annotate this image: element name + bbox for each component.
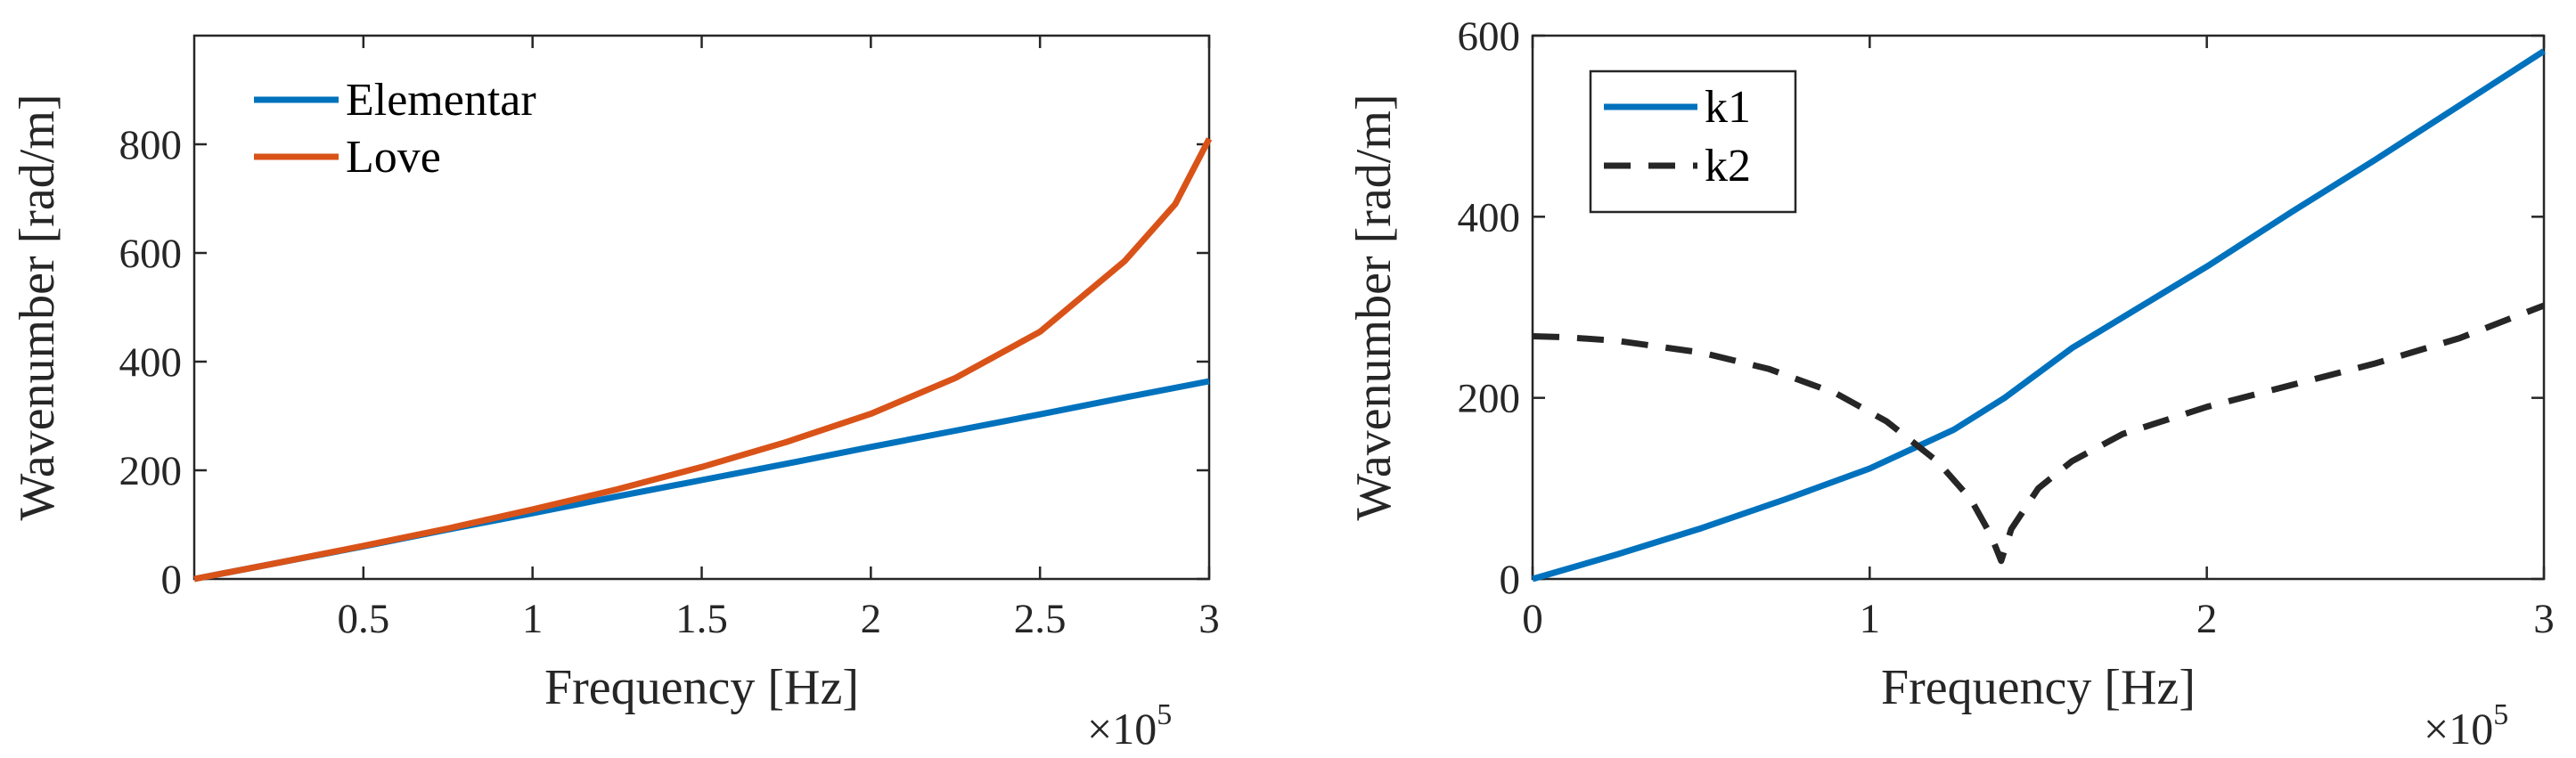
x-exponent-power: 5 — [1157, 698, 1172, 731]
legend-label: k2 — [1705, 141, 1751, 192]
x-exponent-base: ×10 — [2424, 704, 2493, 754]
legend: Elementar Love — [254, 75, 536, 183]
x-tick-label: 3 — [2533, 596, 2555, 642]
y-tick-label: 200 — [1458, 376, 1521, 422]
y-tick-label: 400 — [119, 339, 183, 386]
chart-left: 0.5 1 1.5 2 2.5 3 0 200 400 600 800 Frequency [Hz] W… — [10, 34, 1220, 754]
x-axis-label: Frequency [Hz] — [1881, 660, 2196, 715]
x-exponent-label: ×105 — [1087, 698, 1172, 754]
series-line-k1 — [1532, 48, 2546, 583]
y-axis-label: Wavenumber [rad/m] — [10, 94, 65, 520]
y-tick-label: 800 — [119, 122, 183, 168]
x-tick-label: 2.5 — [1014, 596, 1067, 642]
x-axis-label: Frequency [Hz] — [544, 660, 859, 715]
y-tick-label: 600 — [1458, 13, 1521, 60]
x-tick-label: 1 — [522, 596, 544, 642]
legend-label: Elementar — [346, 75, 536, 126]
series-line-k2 — [1532, 302, 2546, 565]
y-tick-label: 600 — [119, 231, 183, 277]
x-tick-label: 0 — [1522, 596, 1543, 642]
x-tick-label: 2 — [861, 596, 882, 642]
legend-box — [1589, 69, 1797, 214]
x-exponent-power: 5 — [2493, 698, 2508, 731]
x-tick-label: 1 — [1860, 596, 1881, 642]
series-line-love — [193, 137, 1213, 583]
y-tick-label: 0 — [1500, 557, 1521, 603]
y-tick-label: 0 — [161, 557, 183, 603]
x-tick-label: 0.5 — [337, 596, 389, 642]
x-tick-label: 3 — [1198, 596, 1220, 642]
y-axis-label: Wavenumber [rad/m] — [1346, 94, 1402, 520]
x-exponent-base: ×10 — [1087, 704, 1157, 754]
legend-label: k1 — [1705, 82, 1751, 133]
chart-right: 0 1 2 3 0 200 400 600 Frequency [Hz] Wavenumber [… — [1346, 13, 2555, 754]
y-tick-label: 400 — [1458, 194, 1521, 240]
legend-label: Love — [346, 132, 441, 183]
x-exponent-label: ×105 — [2424, 698, 2508, 754]
x-tick-label: 2 — [2196, 596, 2218, 642]
x-tick-label: 1.5 — [675, 596, 728, 642]
y-tick-label: 200 — [119, 448, 183, 494]
